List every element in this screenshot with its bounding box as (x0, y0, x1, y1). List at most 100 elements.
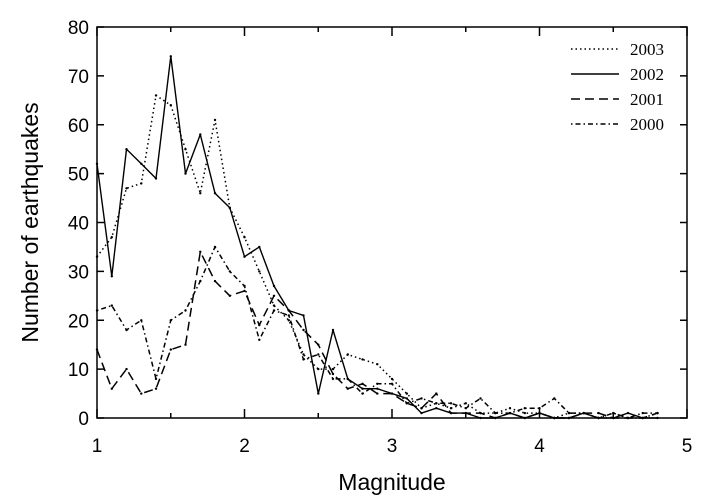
data-point (140, 182, 143, 185)
data-point (199, 279, 202, 283)
plot-frame (96, 26, 688, 419)
data-point (302, 328, 305, 332)
data-point (317, 392, 320, 395)
data-point (405, 402, 408, 405)
data-point (199, 192, 202, 195)
data-point (567, 411, 571, 415)
data-point (317, 353, 320, 356)
data-point (95, 162, 99, 165)
series-2000 (95, 245, 659, 420)
data-point (110, 236, 114, 239)
legend: 2003 2002 2001 2000 (571, 40, 664, 134)
legend-label-2000: 2000 (630, 115, 664, 134)
data-point (479, 397, 482, 400)
x-axis-title: Magnitude (338, 469, 445, 495)
y-axis: 0 10 20 30 40 50 60 70 80 (68, 18, 687, 430)
data-point (626, 411, 630, 415)
data-point (140, 162, 143, 165)
data-point (317, 343, 320, 346)
data-point (523, 416, 526, 420)
data-point (95, 309, 99, 312)
data-point (287, 314, 290, 317)
data-point (553, 397, 556, 400)
plot-border (96, 26, 688, 419)
data-point (656, 411, 659, 415)
data-point (582, 411, 585, 415)
legend-label-2003: 2003 (630, 40, 664, 59)
data-point (272, 304, 276, 307)
series-2003 (95, 94, 659, 420)
data-point (272, 309, 276, 312)
data-point (523, 407, 526, 410)
data-point (243, 236, 246, 239)
data-point (361, 392, 364, 395)
data-point (523, 411, 526, 415)
data-point (258, 245, 261, 249)
data-point (390, 377, 394, 381)
data-point (258, 270, 261, 273)
series-layer (95, 55, 659, 420)
data-point (376, 387, 379, 390)
series-2001 (95, 250, 659, 420)
data-point (331, 372, 335, 376)
data-point (154, 94, 158, 97)
x-tick-label: 3 (387, 436, 398, 457)
y-tick-label: 40 (68, 214, 89, 235)
data-point (213, 118, 217, 122)
data-point (272, 284, 276, 288)
data-point (243, 284, 246, 288)
data-point (140, 319, 143, 322)
data-point (184, 309, 187, 312)
data-point (464, 402, 467, 405)
data-point (553, 416, 556, 420)
data-point (228, 294, 231, 297)
data-point (199, 250, 202, 253)
data-point (390, 392, 394, 395)
data-point (538, 407, 541, 410)
data-point (110, 387, 114, 390)
data-point (331, 367, 335, 371)
data-point (420, 407, 423, 410)
x-tick-label: 5 (682, 436, 693, 457)
data-point (479, 411, 482, 415)
series-line-2000 (96, 246, 658, 419)
data-point (272, 294, 276, 297)
data-point (125, 328, 128, 332)
data-point (346, 387, 349, 390)
data-point (258, 338, 261, 341)
x-tick-label: 4 (534, 436, 545, 457)
data-point (331, 377, 335, 381)
data-point (390, 382, 394, 385)
data-point (258, 323, 261, 327)
data-point (169, 348, 172, 351)
data-point (169, 319, 172, 322)
data-point (287, 309, 290, 312)
y-tick-label: 70 (68, 67, 89, 88)
data-point (228, 270, 231, 273)
data-point (154, 177, 158, 180)
data-point (346, 353, 349, 356)
y-tick-label: 60 (68, 116, 89, 137)
data-point (213, 245, 217, 249)
data-point (110, 275, 114, 278)
data-point (494, 416, 497, 420)
data-point (567, 416, 571, 420)
data-point (405, 397, 408, 400)
data-point (184, 148, 187, 151)
data-point (376, 382, 379, 385)
y-axis-title: Number of earthquakes (17, 102, 43, 342)
data-point (449, 402, 453, 405)
data-point (361, 358, 364, 361)
data-point (508, 411, 512, 415)
data-point (435, 407, 438, 410)
data-point (656, 416, 659, 420)
data-point (302, 314, 305, 317)
data-point (287, 319, 290, 322)
data-point (508, 407, 512, 410)
data-point (479, 416, 482, 420)
data-point (346, 377, 349, 381)
data-point (331, 328, 335, 332)
y-tick-label: 80 (68, 18, 89, 39)
data-point (612, 411, 615, 415)
data-point (449, 407, 453, 410)
